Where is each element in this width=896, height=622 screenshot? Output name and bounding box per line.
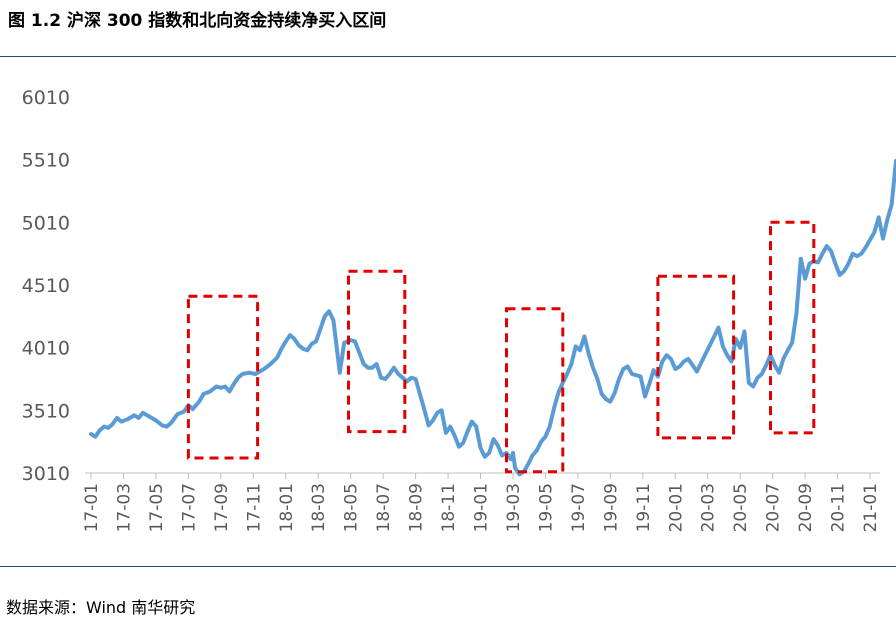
x-tick-label: 21-01 <box>861 483 881 532</box>
y-tick-label: 4010 <box>22 338 70 360</box>
x-tick-label: 18-03 <box>309 483 329 532</box>
y-tick-label: 5510 <box>22 150 70 172</box>
top-rule <box>0 56 896 57</box>
x-tick-label: 20-07 <box>764 483 784 532</box>
x-tick-label: 19-07 <box>569 483 589 532</box>
source-note: 数据来源：Wind 南华研究 <box>6 598 196 617</box>
net-buy-range-box <box>656 274 736 440</box>
x-axis-labels: 17-01 17-03 17-05 17-07 17-09 17-11 18-01 18-03… <box>82 483 881 532</box>
y-tick-label: 6010 <box>22 87 70 109</box>
x-tick-label: 19-05 <box>536 483 556 532</box>
x-tick-label: 17-09 <box>212 483 232 532</box>
x-tick-label: 17-07 <box>179 483 199 532</box>
x-tick-label: 20-05 <box>731 483 751 532</box>
bottom-rule <box>0 566 896 567</box>
y-tick-label: 4510 <box>22 275 70 297</box>
x-tick-label: 18-07 <box>374 483 394 532</box>
y-tick-label: 3010 <box>22 463 70 485</box>
x-tick-label: 18-05 <box>342 483 362 532</box>
net-buy-range-box <box>347 269 407 434</box>
net-buy-range-box <box>769 220 816 435</box>
x-tick-label: 19-11 <box>634 483 654 532</box>
net-buy-range-box <box>505 307 565 474</box>
x-tick-label: 17-01 <box>82 483 102 532</box>
x-tick-label: 20-09 <box>796 483 816 532</box>
y-axis-labels: 3010 3510 4010 4510 5010 5510 6010 <box>22 87 70 485</box>
x-tick-label: 20-11 <box>829 483 849 532</box>
figure-title: 图 1.2 沪深 300 指数和北向资金持续净买入区间 <box>8 11 387 31</box>
net-buy-range-box <box>186 294 260 460</box>
index-series-line <box>89 158 896 477</box>
x-tick-label: 19-01 <box>472 483 492 532</box>
x-tick-label: 17-05 <box>147 483 167 532</box>
x-tick-label: 18-09 <box>407 483 427 532</box>
highlight-boxes <box>186 220 816 474</box>
x-tick-label: 18-11 <box>439 483 459 532</box>
y-tick-label: 3510 <box>22 400 70 422</box>
y-tick-label: 5010 <box>22 212 70 234</box>
x-axis-ticks <box>90 473 871 479</box>
x-tick-label: 20-01 <box>666 483 686 532</box>
x-tick-label: 19-03 <box>504 483 524 532</box>
x-tick-label: 18-01 <box>277 483 297 532</box>
x-tick-label: 17-03 <box>114 483 134 532</box>
x-tick-label: 17-11 <box>244 483 264 532</box>
x-tick-label: 20-03 <box>699 483 719 532</box>
x-tick-label: 19-09 <box>601 483 621 532</box>
